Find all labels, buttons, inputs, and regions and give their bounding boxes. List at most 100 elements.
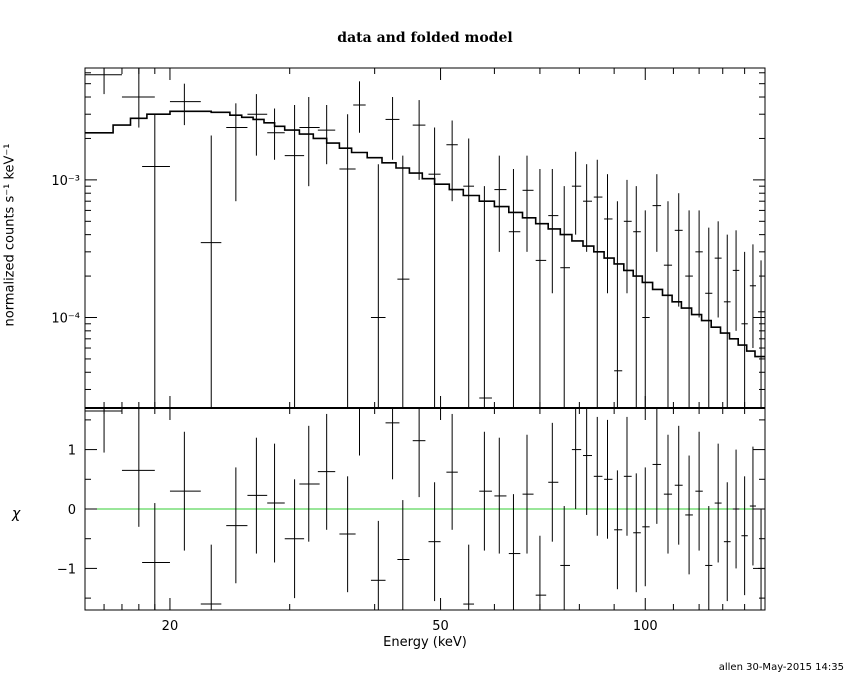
residual-point bbox=[200, 544, 222, 610]
residual-point bbox=[463, 544, 475, 610]
folded-model-curve bbox=[85, 110, 765, 358]
y-tick-label: 10⁻⁴ bbox=[51, 312, 80, 327]
data-point bbox=[583, 164, 593, 252]
residual-point bbox=[741, 476, 748, 596]
residual-points bbox=[85, 408, 765, 610]
data-point bbox=[571, 151, 582, 235]
residual-point bbox=[121, 413, 155, 527]
x-axis-label: Energy (keV) bbox=[383, 635, 467, 650]
residual-point bbox=[317, 413, 336, 530]
residual-point bbox=[412, 408, 426, 498]
data-point bbox=[652, 174, 662, 252]
residual-point bbox=[732, 449, 740, 569]
data-point bbox=[663, 201, 673, 408]
data-point bbox=[479, 186, 492, 408]
chi-tick-label: −1 bbox=[57, 562, 76, 577]
x-tick-label: 20 bbox=[162, 619, 179, 634]
data-point bbox=[522, 155, 534, 252]
residual-point bbox=[749, 446, 757, 566]
residual-point bbox=[479, 431, 492, 551]
residual-point bbox=[674, 425, 683, 545]
residual-point bbox=[685, 455, 693, 575]
residual-point bbox=[267, 443, 285, 563]
data-point bbox=[732, 230, 740, 331]
residual-point bbox=[695, 431, 703, 551]
residual-point bbox=[339, 476, 356, 593]
y-axis-label-bottom: χ bbox=[12, 506, 21, 522]
residual-point bbox=[446, 413, 458, 530]
data-points bbox=[85, 68, 765, 408]
residual-point bbox=[428, 482, 441, 602]
residual-point bbox=[299, 425, 320, 542]
data-point bbox=[633, 186, 641, 408]
residual-point bbox=[359, 408, 361, 456]
data-point bbox=[142, 114, 170, 408]
tick-labels: 20 50 100 10⁻³ 10⁻⁴ 1 0 −1 bbox=[51, 174, 657, 634]
data-point bbox=[695, 210, 703, 318]
residual-point bbox=[385, 408, 400, 480]
y-axis-label-top-text: normalized counts s⁻¹ keV⁻¹ bbox=[2, 143, 18, 327]
chi-tick-label: 0 bbox=[68, 503, 76, 518]
residual-point bbox=[494, 437, 507, 554]
residual-point bbox=[652, 408, 662, 524]
data-point bbox=[623, 179, 632, 294]
residual-point bbox=[571, 408, 582, 509]
data-point bbox=[560, 186, 570, 408]
residual-point bbox=[548, 422, 559, 542]
residual-point bbox=[593, 416, 603, 536]
data-point bbox=[370, 164, 386, 408]
residual-point bbox=[370, 520, 386, 610]
residual-point bbox=[614, 470, 623, 590]
data-point bbox=[749, 244, 757, 349]
data-point bbox=[412, 100, 426, 180]
data-point bbox=[446, 120, 458, 202]
data-point bbox=[723, 234, 731, 408]
residual-point bbox=[642, 467, 650, 587]
data-point bbox=[674, 193, 683, 307]
residual-point bbox=[583, 408, 593, 515]
data-point bbox=[494, 155, 507, 252]
residual-point bbox=[169, 431, 201, 551]
data-point bbox=[535, 168, 547, 408]
data-point bbox=[614, 201, 623, 408]
data-point bbox=[604, 174, 613, 294]
residual-point bbox=[560, 506, 570, 610]
residual-point bbox=[663, 434, 673, 554]
top-panel-border bbox=[84, 67, 766, 409]
data-point bbox=[339, 114, 356, 408]
residual-point bbox=[633, 473, 641, 593]
data-point bbox=[428, 127, 441, 408]
residual-point bbox=[397, 500, 410, 610]
residual-point bbox=[623, 416, 632, 536]
data-point bbox=[121, 68, 155, 128]
x-tick-label: 50 bbox=[432, 619, 449, 634]
residual-point bbox=[723, 482, 731, 602]
data-point bbox=[548, 168, 559, 294]
data-point bbox=[247, 94, 268, 156]
residual-point bbox=[284, 479, 305, 599]
residual-point bbox=[247, 437, 268, 554]
data-point bbox=[642, 210, 650, 408]
residual-point bbox=[226, 467, 248, 584]
data-point bbox=[705, 227, 713, 408]
data-point bbox=[299, 97, 320, 187]
residual-point bbox=[604, 419, 613, 539]
chi-tick-label: 1 bbox=[68, 444, 76, 459]
data-point bbox=[317, 104, 336, 165]
data-point bbox=[741, 251, 748, 408]
data-point bbox=[463, 138, 475, 408]
chart-title: data and folded model bbox=[337, 30, 513, 46]
residual-point bbox=[535, 535, 547, 610]
data-point bbox=[169, 83, 201, 126]
axis-ticks bbox=[85, 68, 766, 610]
residual-point bbox=[508, 494, 521, 610]
data-point bbox=[397, 155, 410, 408]
model-step-line bbox=[85, 110, 765, 358]
footer-timestamp: allen 30-May-2015 14:35 bbox=[718, 662, 844, 673]
data-point bbox=[714, 221, 722, 318]
data-point bbox=[267, 108, 285, 160]
residual-point bbox=[522, 434, 534, 554]
data-point bbox=[685, 210, 693, 408]
y-tick-label: 10⁻³ bbox=[51, 174, 80, 189]
